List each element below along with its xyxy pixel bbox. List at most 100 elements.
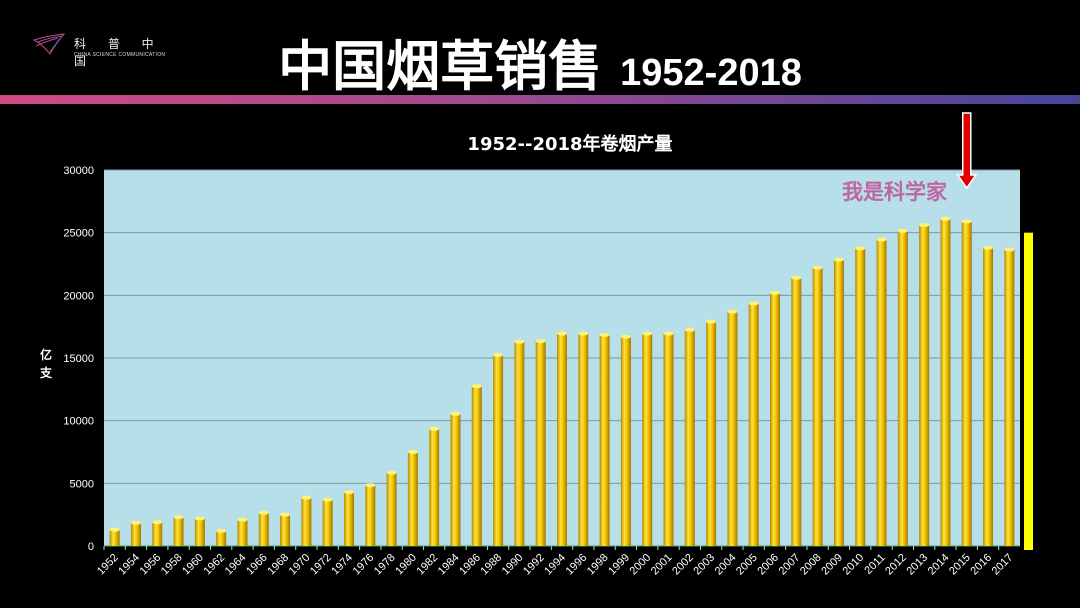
bar-2017 [1004,249,1015,546]
bar-2013 [919,225,930,546]
bar-cap-2008 [812,265,823,270]
x-tick-label: 1968 [265,552,291,578]
x-tick-label: 2015 [947,552,973,578]
bar-cap-1996 [578,331,589,336]
bar-cap-2002 [684,327,695,332]
x-tick-label: 2000 [628,552,654,578]
x-tick-label: 1962 [201,552,227,578]
bar-1990 [514,341,525,546]
bar-2003 [706,321,717,546]
bar-1956 [152,522,163,546]
bar-1999 [620,336,631,546]
bar-cap-1980 [407,450,418,454]
bar-1996 [578,333,589,546]
bar-cap-2011 [876,237,887,242]
x-tick-label: 1964 [223,552,249,578]
bar-cap-1992 [535,339,546,344]
page-title-zh: 中国烟草销售 [278,35,603,98]
bar-1978 [386,472,397,546]
bar-cap-1956 [152,520,163,525]
x-tick-label: 1958 [159,552,185,578]
bar-cap-1998 [599,332,610,337]
logo-wing-icon [32,33,66,55]
bar-cap-2016 [983,245,994,250]
bar-cap-1988 [493,352,504,357]
x-tick-label: 2003 [691,552,717,578]
bar-cap-1978 [386,470,397,475]
bar-2011 [876,239,887,546]
bar-cap-2015 [961,219,972,224]
bar-2015 [961,221,972,547]
x-tick-label: 2007 [777,552,803,578]
x-tick-label: 1974 [329,552,355,578]
bar-1984 [450,413,461,546]
bar-cap-1976 [365,483,376,488]
y-tick-label: 10000 [63,416,94,428]
bar-2001 [663,333,674,546]
bar-1972 [322,499,333,546]
bar-2007 [791,277,802,546]
bar-2014 [940,218,951,546]
bar-cap-1958 [173,515,184,520]
x-tick-label: 1984 [436,552,462,578]
bar-2002 [684,329,695,546]
x-tick-label: 2002 [670,552,696,578]
bar-2006 [770,292,781,546]
bar-1962 [216,530,227,546]
x-tick-label: 1980 [393,552,419,578]
x-tick-label: 1960 [180,552,206,578]
bar-1952 [109,529,120,546]
bar-1998 [599,334,610,546]
bar-cap-1982 [429,426,440,431]
bar-cap-1974 [343,490,354,495]
bar-cap-2004 [727,309,738,314]
x-tick-label: 1976 [351,552,377,578]
bar-1994 [557,333,567,546]
bar-cap-1984 [450,411,461,416]
bar-cap-2009 [833,257,844,262]
y-tick-label: 25000 [63,228,94,240]
page-title-years: 1952-2018 [620,52,802,94]
bar-2000 [642,333,653,546]
bar-1958 [173,517,184,546]
x-tick-label: 1970 [287,552,313,578]
x-tick-label: 2005 [734,552,760,578]
y-tick-label: 20000 [63,290,94,302]
x-tick-label: 1986 [457,552,483,578]
x-tick-label: 1966 [244,552,270,578]
bar-2012 [897,230,908,546]
bar-cap-1960 [194,516,205,521]
bar-cap-2013 [919,223,930,228]
bar-cap-2005 [748,301,759,306]
x-tick-label: 2012 [883,552,909,578]
x-tick-label: 1954 [116,552,142,578]
x-tick-label: 2010 [841,552,867,578]
bar-2009 [833,259,844,546]
y-tick-label: 5000 [70,478,94,490]
x-tick-label: 1998 [585,552,611,578]
bar-1976 [365,485,376,546]
bar-1960 [194,518,205,546]
bar-cap-2017 [1004,247,1015,252]
bar-cap-2010 [855,246,866,251]
x-tick-label: 1952 [95,552,121,578]
x-tick-label: 2014 [926,552,952,578]
chart-title: 1952--2018年卷烟产量 [467,134,673,155]
bar-cap-1986 [471,384,482,389]
bar-1986 [471,386,482,546]
y-tick-label: 30000 [63,165,94,177]
bar-1980 [407,452,418,546]
bar-1982 [429,428,440,546]
bar-1974 [343,492,354,546]
bar-cap-1968 [280,512,291,517]
logo-text-en: CHINA SCIENCE COMMUNICATION [74,52,166,58]
logo-text-cn: 科 普 中 国 [74,37,163,68]
bar-cap-2003 [706,319,717,324]
bar-cap-2001 [663,331,674,336]
x-tick-label: 2006 [755,552,781,578]
x-tick-label: 2013 [904,552,930,578]
bar-2005 [748,303,759,546]
x-tick-label: 1990 [500,552,526,578]
x-tick-label: 1956 [138,552,164,578]
